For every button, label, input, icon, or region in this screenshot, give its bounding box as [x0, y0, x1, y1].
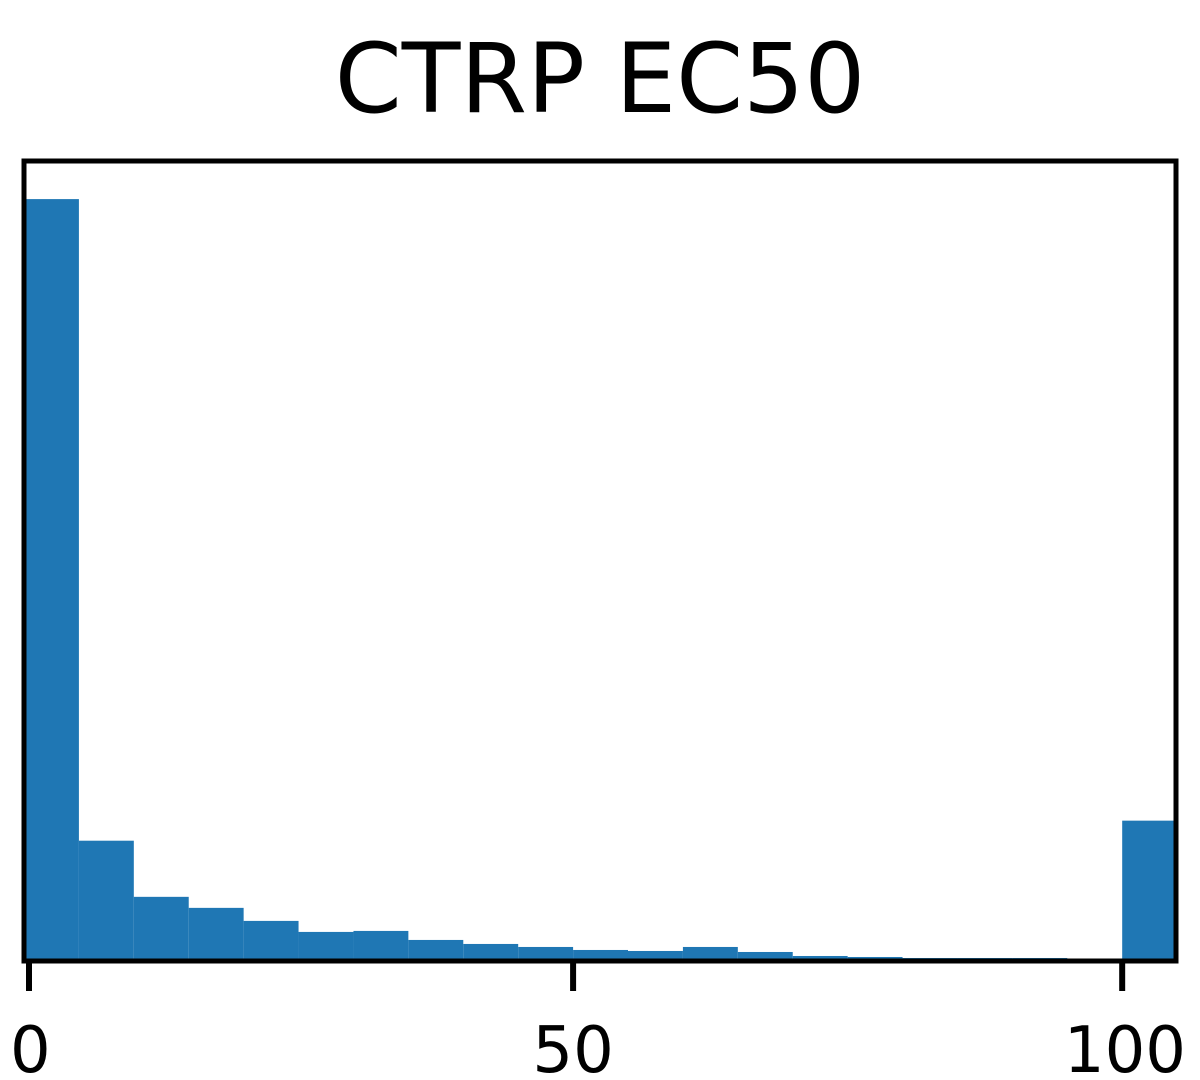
- histogram-bar: [298, 931, 354, 961]
- histogram-bar: [78, 840, 134, 961]
- histogram-bar: [518, 946, 574, 961]
- histogram-bar: [463, 943, 519, 961]
- histogram-bar: [24, 199, 79, 962]
- histogram-bar: [628, 950, 683, 961]
- chart-title: CTRP EC50: [335, 23, 866, 135]
- histogram-bar: [188, 907, 244, 961]
- histogram-bar: [408, 939, 464, 961]
- histogram-bar: [573, 949, 629, 961]
- plot-frame: [21, 158, 1179, 964]
- histogram-bars: [24, 199, 1176, 962]
- x-axis-ticks: 0 50 100: [10, 961, 1186, 1080]
- x-tick-label: 100: [1064, 1014, 1186, 1080]
- histogram-bar: [353, 930, 409, 961]
- histogram-bar: [243, 920, 299, 961]
- histogram-bar: [792, 955, 848, 961]
- x-tick-label: 50: [532, 1014, 613, 1080]
- histogram-bar: [133, 896, 189, 961]
- histogram-bar: [682, 946, 738, 961]
- histogram-bar: [1122, 820, 1176, 961]
- x-tick-label: 0: [10, 1014, 51, 1080]
- histogram-bar: [737, 951, 793, 961]
